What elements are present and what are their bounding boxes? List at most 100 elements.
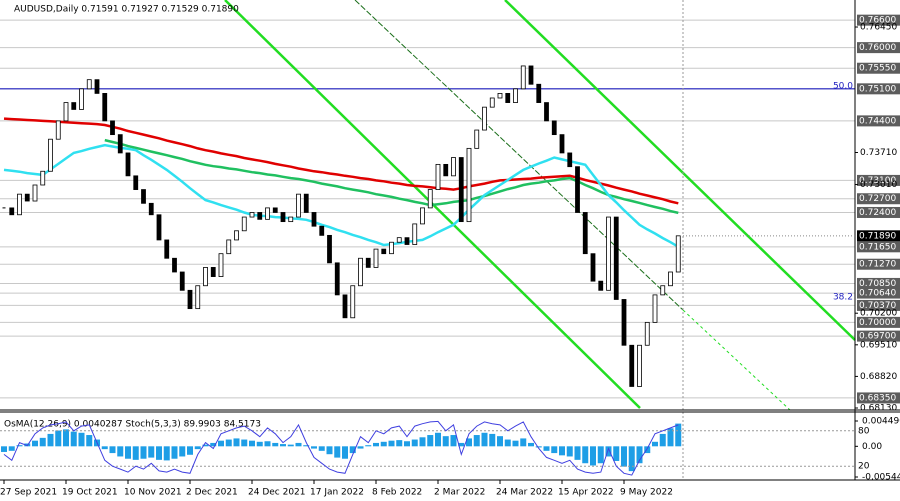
- candle: [272, 207, 278, 213]
- level-label-box: [857, 62, 900, 74]
- osma-bar: [466, 438, 472, 447]
- level-label-box: [857, 299, 900, 311]
- x-tick-label: 2 Mar 2022: [434, 488, 485, 498]
- candle: [334, 262, 340, 296]
- osma-bar: [86, 435, 93, 447]
- level-label: 0.72700: [859, 194, 896, 204]
- candle: [606, 216, 611, 291]
- candle: [412, 223, 418, 245]
- level-label: 0.71270: [859, 260, 896, 270]
- osma-bar: [644, 446, 651, 454]
- candle: [582, 212, 588, 255]
- level-label-box: [857, 83, 900, 95]
- y-tick-label: 0.73710: [860, 148, 897, 158]
- level-label: 0.70850: [859, 279, 896, 289]
- osma-bar: [597, 446, 604, 464]
- level-label-box: [857, 392, 900, 404]
- osma-bar: [117, 446, 124, 457]
- candle: [86, 79, 92, 90]
- moving-average: [3, 143, 679, 248]
- level-label: 0.73100: [859, 176, 896, 186]
- osma-bar: [458, 442, 465, 447]
- candle: [17, 193, 22, 216]
- stoch-tick-label: 80: [858, 426, 870, 436]
- candle: [381, 248, 387, 255]
- osma-bar: [140, 446, 147, 459]
- chart-title: AUDUSD,Daily 0.71591 0.71927 0.71529 0.7…: [14, 5, 239, 15]
- level-label-box: [857, 316, 900, 328]
- osma-bar: [1, 446, 7, 452]
- moving-average: [104, 138, 679, 215]
- osma-bar: [303, 445, 310, 447]
- candle: [24, 193, 30, 202]
- osma-bar: [357, 446, 364, 449]
- osma-bar: [481, 432, 488, 447]
- osma-bar: [8, 446, 15, 451]
- candle: [404, 237, 410, 245]
- level-label: 0.75100: [859, 84, 896, 94]
- osma-bar: [334, 446, 341, 458]
- candle: [71, 102, 77, 110]
- candle: [544, 102, 549, 122]
- candle: [474, 129, 480, 149]
- osma-bar: [582, 446, 589, 464]
- candle: [288, 216, 294, 223]
- candle: [528, 65, 534, 85]
- level-label-box: [857, 193, 900, 205]
- candle: [156, 214, 162, 241]
- candle: [117, 134, 123, 154]
- osma-bar: [659, 433, 666, 447]
- candle: [497, 93, 503, 99]
- x-tick-label: 24 Mar 2022: [496, 488, 553, 498]
- candle: [435, 163, 441, 190]
- candle: [319, 225, 325, 236]
- osma-bar: [473, 435, 480, 447]
- osma-bar: [442, 436, 449, 447]
- candle: [226, 239, 232, 255]
- candle: [637, 344, 642, 387]
- level-label: 0.70370: [859, 301, 896, 311]
- trend-line: [682, 309, 791, 411]
- osma-bar: [605, 446, 612, 457]
- osma-bar: [380, 441, 387, 447]
- level-label-box: [857, 258, 900, 270]
- y-tick-label: 0.73010: [860, 180, 897, 190]
- osma-bar: [543, 446, 550, 451]
- current-price-label: 0.71890: [859, 231, 896, 241]
- candle: [668, 271, 673, 287]
- candle: [218, 253, 224, 277]
- candle: [365, 257, 371, 268]
- candle: [265, 207, 270, 220]
- osma-bar: [156, 446, 162, 460]
- candle: [303, 193, 309, 213]
- candle: [203, 267, 208, 287]
- current-price-box: [857, 230, 900, 242]
- candle: [133, 175, 139, 190]
- candle: [567, 152, 573, 168]
- y-tick-label: 0.76450: [860, 23, 897, 33]
- osma-tick-label: 0.00: [862, 442, 882, 452]
- level-label-box: [857, 115, 900, 127]
- candle: [482, 106, 487, 131]
- osma-bar: [101, 446, 108, 450]
- osma-bar: [636, 446, 643, 464]
- osma-bar: [179, 446, 186, 457]
- x-tick-label: 27 Sep 2021: [0, 488, 57, 498]
- osma-bar: [489, 433, 496, 447]
- candle: [466, 147, 472, 223]
- osma-bar: [559, 446, 565, 456]
- osma-bar: [295, 442, 302, 447]
- level-label-box: [857, 174, 900, 186]
- x-tick-label: 15 Apr 2022: [558, 488, 614, 498]
- level-label: 0.69700: [859, 332, 896, 342]
- level-label: 0.75550: [859, 64, 896, 74]
- osma-bar: [373, 442, 379, 447]
- candle: [652, 294, 658, 323]
- y-tick-label: 0.70200: [860, 309, 897, 319]
- candle: [613, 216, 619, 300]
- x-tick-label: 17 Jan 2022: [310, 488, 364, 498]
- candle: [187, 289, 193, 310]
- candle: [396, 237, 402, 243]
- candle: [489, 97, 495, 108]
